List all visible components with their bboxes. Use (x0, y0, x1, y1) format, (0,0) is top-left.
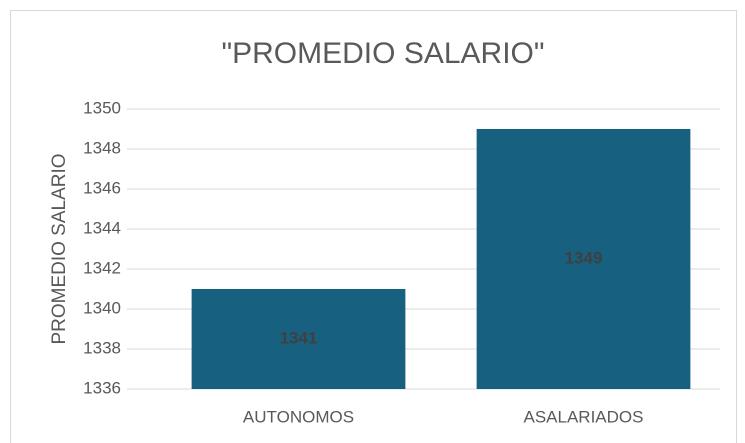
data-label: 1341 (280, 328, 318, 347)
chart-title: "PROMEDIO SALARIO" (221, 37, 544, 70)
y-tick-label: 1336 (83, 378, 121, 397)
x-tick-label: ASALARIADOS (524, 407, 644, 426)
y-tick-label: 1350 (83, 98, 121, 117)
y-tick-label: 1348 (83, 138, 121, 157)
data-label: 1349 (565, 248, 603, 267)
x-tick-label: AUTONOMOS (243, 407, 354, 426)
y-tick-label: 1346 (83, 178, 121, 197)
y-tick-label: 1340 (83, 298, 121, 317)
y-tick-label: 1344 (83, 218, 121, 237)
y-tick-label: 1338 (83, 338, 121, 357)
y-axis-label: PROMEDIO SALARIO (49, 153, 70, 344)
bar (191, 289, 406, 389)
y-tick-label: 1342 (83, 258, 121, 277)
bar (476, 129, 691, 389)
